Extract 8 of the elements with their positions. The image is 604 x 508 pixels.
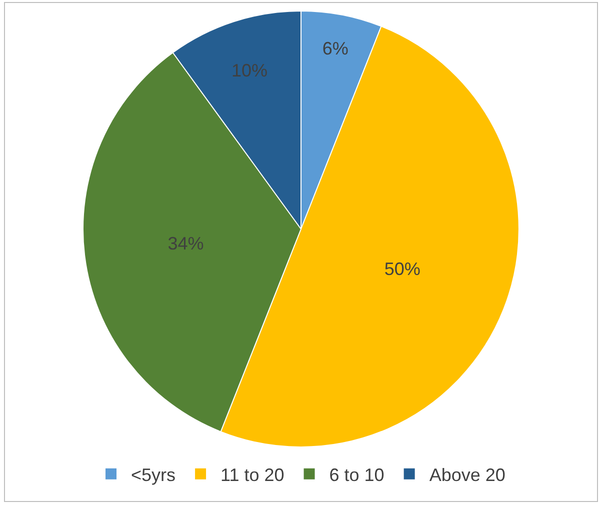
legend-label: 6 to 10	[329, 464, 384, 485]
data-label: 10%	[232, 60, 268, 81]
legend-label: 11 to 20	[220, 464, 284, 485]
legend-label: <5yrs	[131, 464, 176, 485]
legend-label: Above 20	[429, 464, 506, 485]
data-label: 6%	[322, 38, 348, 59]
data-label: 34%	[168, 234, 204, 254]
data-label: 50%	[384, 259, 420, 280]
